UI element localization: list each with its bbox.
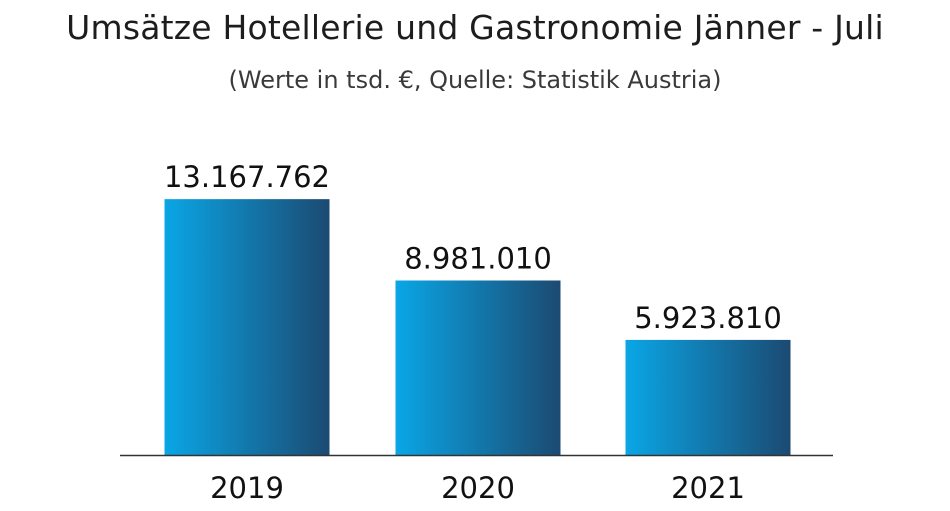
chart-title: Umsätze Hotellerie und Gastronomie Jänne… [66,8,884,47]
value-label-2020: 8.981.010 [404,241,552,275]
value-label-2019: 13.167.762 [164,160,330,194]
bar-2020 [395,280,561,455]
bar-2019 [164,199,330,455]
category-label-2020: 2020 [441,471,515,505]
category-label-2019: 2019 [210,471,284,505]
chart-subtitle: (Werte in tsd. €, Quelle: Statistik Aust… [228,66,722,94]
bar-2021 [625,339,791,455]
value-label-2021: 5.923.810 [634,301,782,335]
category-label-2021: 2021 [671,471,745,505]
